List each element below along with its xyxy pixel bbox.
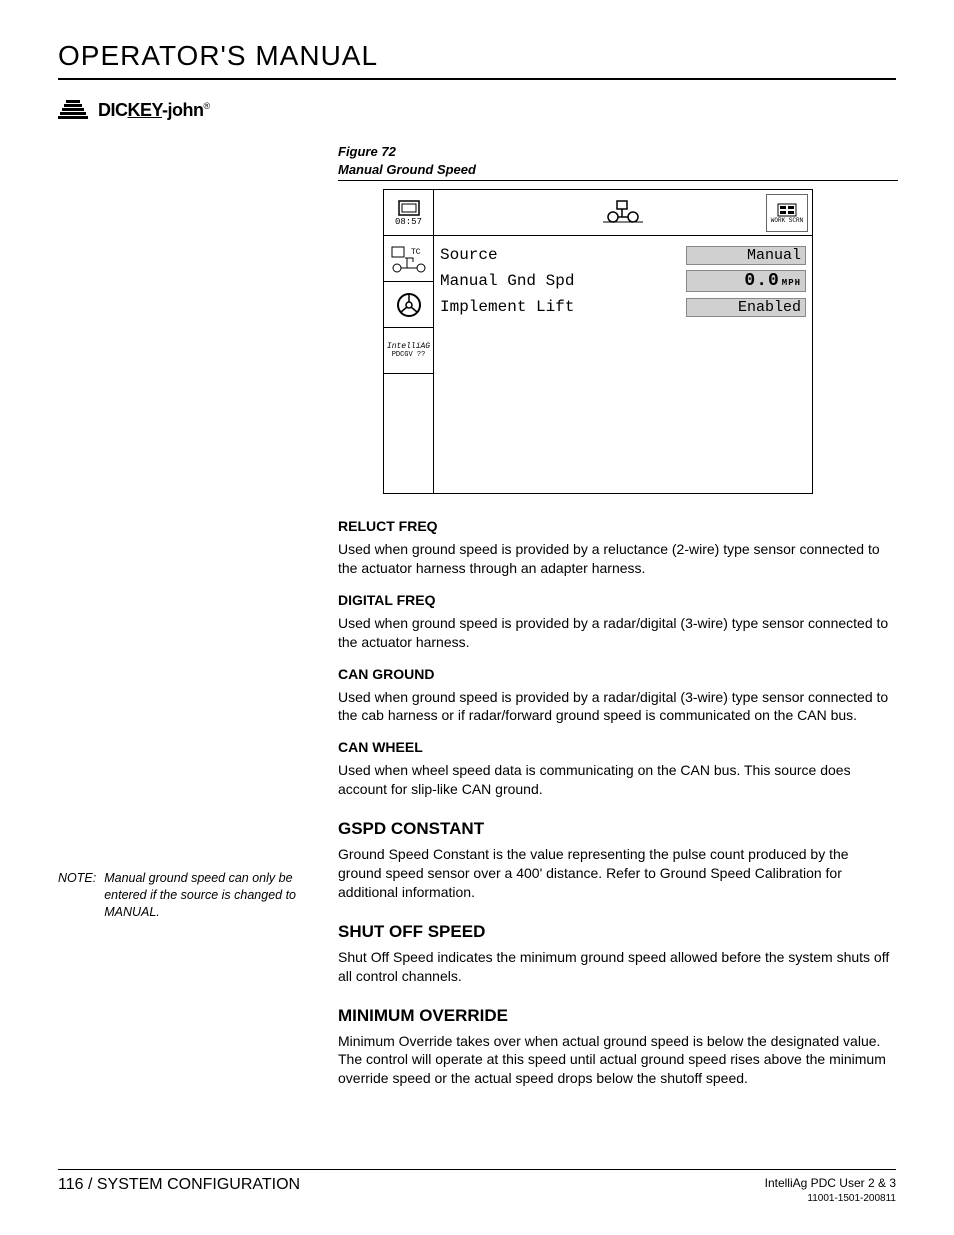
section-paragraph: Ground Speed Constant is the value repre…	[338, 845, 896, 902]
page-title: OPERATOR'S MANUAL	[58, 40, 896, 72]
device-sidebar: 08:57 TC	[384, 190, 434, 493]
section-heading: RELUCT FREQ	[338, 518, 896, 534]
logo-text: DICKEY-john®	[98, 100, 210, 121]
device-screenshot: 08:57 TC	[383, 189, 813, 494]
section-paragraph: Used when ground speed is provided by a …	[338, 688, 896, 726]
brand-logo: DICKEY-john®	[58, 98, 896, 122]
section-paragraph: Shut Off Speed indicates the minimum gro…	[338, 948, 896, 986]
device-row-implift: Implement Lift Enabled	[440, 294, 806, 320]
header-rule	[58, 78, 896, 80]
footer-left: 116 / SYSTEM CONFIGURATION	[58, 1176, 300, 1194]
figure-subtitle: Manual Ground Speed	[338, 162, 896, 177]
sidebar-wheel-icon	[384, 282, 433, 328]
sidebar-time-icon: 08:57	[384, 190, 433, 236]
section-heading: MINIMUM OVERRIDE	[338, 1006, 896, 1026]
section-heading: SHUT OFF SPEED	[338, 922, 896, 942]
section-paragraph: Used when ground speed is provided by a …	[338, 614, 896, 652]
logo-mark-icon	[58, 98, 92, 122]
device-body: Source Manual Manual Gnd Spd 0.0 MPH Imp…	[434, 236, 812, 493]
footer-right: IntelliAg PDC User 2 & 3 11001-1501-2008…	[765, 1176, 896, 1205]
page-footer: 116 / SYSTEM CONFIGURATION IntelliAg PDC…	[58, 1169, 896, 1205]
figure-rule	[338, 180, 898, 181]
section-paragraph: Used when ground speed is provided by a …	[338, 540, 896, 578]
device-top-bar: WORK SCRN	[434, 190, 812, 236]
device-row-source: Source Manual	[440, 242, 806, 268]
margin-note: NOTE: Manual ground speed can only be en…	[58, 870, 328, 921]
implift-field[interactable]: Enabled	[686, 298, 806, 317]
work-screen-button[interactable]: WORK SCRN	[766, 194, 808, 232]
svg-text:TC: TC	[411, 248, 421, 257]
section-heading: DIGITAL FREQ	[338, 592, 896, 608]
sidebar-product-icon: IntelliAG PDCGV ??	[384, 328, 433, 374]
tractor-icon	[603, 197, 643, 228]
section-heading: GSPD CONSTANT	[338, 819, 896, 839]
sidebar-implement-icon: TC	[384, 236, 433, 282]
figure-label: Figure 72	[338, 144, 896, 159]
section-paragraph: Used when wheel speed data is communicat…	[338, 761, 896, 799]
section-heading: CAN GROUND	[338, 666, 896, 682]
section-paragraph: Minimum Override takes over when actual …	[338, 1032, 896, 1089]
device-row-gndspd: Manual Gnd Spd 0.0 MPH	[440, 268, 806, 294]
source-field[interactable]: Manual	[686, 246, 806, 265]
section-heading: CAN WHEEL	[338, 739, 896, 755]
gndspd-field[interactable]: 0.0 MPH	[686, 270, 806, 292]
